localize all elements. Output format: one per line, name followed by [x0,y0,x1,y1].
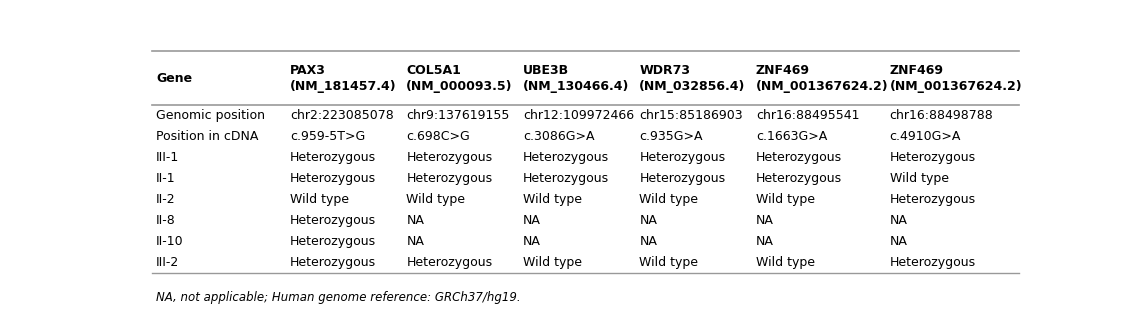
Text: NA: NA [890,235,908,248]
Text: WDR73
(NM_032856.4): WDR73 (NM_032856.4) [640,64,746,92]
Text: II-1: II-1 [156,172,176,185]
Text: Heterozygous: Heterozygous [290,172,376,185]
Text: NA, not applicable; Human genome reference: GRCh37/hg19.: NA, not applicable; Human genome referen… [156,291,521,304]
Text: Wild type: Wild type [640,256,698,269]
Text: Wild type: Wild type [756,256,815,269]
Text: III-1: III-1 [156,151,179,164]
Text: Wild type: Wild type [523,256,581,269]
Text: NA: NA [890,214,908,227]
Text: NA: NA [523,235,540,248]
Text: Genomic position: Genomic position [156,109,265,122]
Text: chr15:85186903: chr15:85186903 [640,109,743,122]
Text: Gene: Gene [156,72,192,84]
Text: chr16:88495541: chr16:88495541 [756,109,859,122]
Text: Heterozygous: Heterozygous [407,256,492,269]
Text: c.959-5T>G: c.959-5T>G [290,130,365,143]
Text: Heterozygous: Heterozygous [407,151,492,164]
Text: Heterozygous: Heterozygous [523,151,609,164]
Text: Position in cDNA: Position in cDNA [156,130,258,143]
Text: Heterozygous: Heterozygous [756,151,842,164]
Text: Heterozygous: Heterozygous [756,172,842,185]
Text: NA: NA [407,214,424,227]
Text: NA: NA [523,214,540,227]
Text: Heterozygous: Heterozygous [290,151,376,164]
Text: Heterozygous: Heterozygous [890,256,975,269]
Text: II-2: II-2 [156,193,176,206]
Text: Wild type: Wild type [407,193,465,206]
Text: Wild type: Wild type [640,193,698,206]
Text: Wild type: Wild type [290,193,348,206]
Text: II-8: II-8 [156,214,176,227]
Text: UBE3B
(NM_130466.4): UBE3B (NM_130466.4) [523,64,629,92]
Text: Heterozygous: Heterozygous [290,235,376,248]
Text: c.3086G>A: c.3086G>A [523,130,594,143]
Text: Heterozygous: Heterozygous [890,193,975,206]
Text: NA: NA [640,235,657,248]
Text: c.935G>A: c.935G>A [640,130,702,143]
Text: Heterozygous: Heterozygous [523,172,609,185]
Text: ZNF469
(NM_001367624.2): ZNF469 (NM_001367624.2) [756,64,888,92]
Text: Heterozygous: Heterozygous [890,151,975,164]
Text: c.1663G>A: c.1663G>A [756,130,827,143]
Text: Heterozygous: Heterozygous [640,172,725,185]
Text: chr2:223085078: chr2:223085078 [290,109,394,122]
Text: COL5A1
(NM_000093.5): COL5A1 (NM_000093.5) [407,64,513,92]
Text: NA: NA [407,235,424,248]
Text: NA: NA [756,235,774,248]
Text: PAX3
(NM_181457.4): PAX3 (NM_181457.4) [290,64,396,92]
Text: Heterozygous: Heterozygous [407,172,492,185]
Text: c.698C>G: c.698C>G [407,130,471,143]
Text: Wild type: Wild type [756,193,815,206]
Text: NA: NA [640,214,657,227]
Text: ZNF469
(NM_001367624.2): ZNF469 (NM_001367624.2) [890,64,1022,92]
Text: III-2: III-2 [156,256,179,269]
Text: NA: NA [756,214,774,227]
Text: chr16:88498788: chr16:88498788 [890,109,994,122]
Text: chr12:109972466: chr12:109972466 [523,109,634,122]
Text: chr9:137619155: chr9:137619155 [407,109,509,122]
Text: c.4910G>A: c.4910G>A [890,130,960,143]
Text: Heterozygous: Heterozygous [290,214,376,227]
Text: II-10: II-10 [156,235,184,248]
Text: Heterozygous: Heterozygous [640,151,725,164]
Text: Wild type: Wild type [890,172,949,185]
Text: Wild type: Wild type [523,193,581,206]
Text: Heterozygous: Heterozygous [290,256,376,269]
